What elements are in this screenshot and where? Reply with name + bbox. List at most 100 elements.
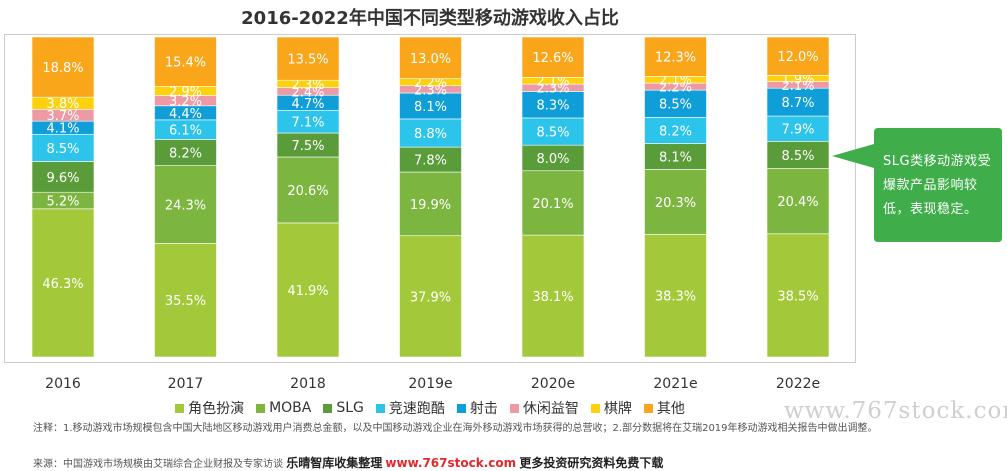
data-label: 7.5% bbox=[291, 139, 324, 154]
bar-segment bbox=[644, 169, 707, 235]
legend-item: 角色扮演 bbox=[175, 398, 244, 418]
data-label: 20.6% bbox=[287, 184, 328, 199]
data-label: 7.8% bbox=[414, 154, 447, 169]
data-label: 8.5% bbox=[46, 142, 79, 157]
data-label: 2.9% bbox=[169, 85, 202, 100]
x-tick-label: 2019e bbox=[408, 376, 452, 392]
promo-text-2: 更多投资研究资料免费下载 bbox=[519, 456, 664, 470]
bar-segment bbox=[31, 208, 95, 358]
legend-label: 棋牌 bbox=[603, 401, 632, 417]
data-label: 8.5% bbox=[659, 98, 692, 113]
bar-segment bbox=[766, 168, 830, 235]
data-label: 2.2% bbox=[414, 76, 447, 91]
legend-item: 其他 bbox=[643, 398, 685, 418]
data-label: 20.3% bbox=[655, 196, 696, 211]
bar-segment bbox=[276, 156, 340, 224]
legend-label: 角色扮演 bbox=[188, 401, 245, 417]
bar-segment bbox=[644, 117, 707, 144]
data-label: 8.5% bbox=[536, 126, 569, 141]
bar-segment bbox=[521, 170, 585, 236]
callout-bubble bbox=[832, 128, 1002, 242]
x-tick-label: 2020e bbox=[531, 376, 575, 392]
data-label: 8.5% bbox=[781, 149, 814, 164]
data-label: 35.5% bbox=[165, 294, 206, 309]
bar-segment bbox=[766, 87, 830, 117]
promo-link[interactable]: www.767stock.com bbox=[385, 456, 517, 470]
bar-segment bbox=[154, 36, 217, 87]
legend-swatch bbox=[643, 403, 653, 413]
data-label: 3.8% bbox=[46, 97, 79, 112]
data-label: 3.7% bbox=[46, 109, 79, 124]
data-label: 24.3% bbox=[165, 199, 206, 214]
data-label: 19.9% bbox=[410, 198, 451, 213]
data-label: 8.3% bbox=[536, 99, 569, 114]
data-label: 8.7% bbox=[781, 96, 814, 111]
data-label: 41.9% bbox=[287, 284, 328, 299]
bar-segment bbox=[399, 146, 462, 173]
legend-label: 竞速跑酷 bbox=[388, 401, 445, 417]
bar-segment bbox=[644, 89, 707, 118]
data-label: 2.4% bbox=[291, 85, 324, 100]
data-label: 18.8% bbox=[42, 61, 83, 76]
legend-item: 竞速跑酷 bbox=[375, 398, 445, 418]
legend-item: MOBA bbox=[256, 398, 311, 418]
bar-segment bbox=[399, 235, 462, 358]
data-label: 38.3% bbox=[655, 290, 696, 305]
legend-item: 棋牌 bbox=[590, 398, 632, 418]
legend-swatch bbox=[590, 403, 600, 413]
source-text: 来源：中国游戏市场规模由艾瑞综合企业财报及专家访谈 bbox=[33, 459, 283, 470]
data-label: 38.5% bbox=[777, 289, 818, 304]
data-label: 2.1% bbox=[536, 75, 569, 90]
x-tick-labels: 2016 2017 2018 2019e 2020e 2021e 2022e bbox=[45, 376, 820, 392]
data-label: 7.9% bbox=[781, 123, 814, 138]
bar-segment bbox=[766, 141, 830, 169]
legend-item: SLG bbox=[323, 398, 364, 418]
bar-segment bbox=[154, 243, 217, 358]
data-label: 7.1% bbox=[291, 116, 324, 131]
legend-label: 其他 bbox=[656, 401, 685, 417]
data-label: 12.0% bbox=[777, 50, 818, 65]
data-label: 15.4% bbox=[165, 56, 206, 71]
data-label: 13.0% bbox=[410, 52, 451, 67]
data-label: 8.2% bbox=[659, 124, 692, 139]
bar-segment bbox=[31, 36, 95, 98]
footnote: 注释：1.移动游戏市场规模包含中国大陆地区移动游戏用户消费总金额，以及中国移动游… bbox=[33, 423, 878, 434]
data-label: 20.4% bbox=[777, 195, 818, 210]
legend-swatch bbox=[323, 403, 333, 413]
bar-segment bbox=[276, 132, 340, 158]
bar-segment bbox=[521, 117, 585, 146]
bar-segment bbox=[276, 36, 340, 81]
bar-segment bbox=[31, 133, 95, 162]
bar-segment bbox=[766, 36, 830, 76]
data-label: 4.1% bbox=[46, 122, 79, 137]
x-tick-label: 2016 bbox=[45, 376, 81, 392]
bar-segment bbox=[154, 165, 217, 244]
data-label: 9.6% bbox=[46, 171, 79, 186]
data-label: 8.1% bbox=[414, 100, 447, 115]
data-label: 2.3% bbox=[536, 82, 569, 97]
data-label: 2.3% bbox=[414, 83, 447, 98]
legend-item: 射击 bbox=[456, 398, 498, 418]
data-label: 8.2% bbox=[169, 147, 202, 162]
legend-item: 休闲益智 bbox=[509, 398, 579, 418]
bar-segment bbox=[276, 222, 340, 358]
promo-text-1: 乐晴智库收集整理 bbox=[286, 456, 383, 470]
data-label: 6.1% bbox=[169, 124, 202, 139]
data-label: 3.2% bbox=[169, 95, 202, 110]
watermark-text: www.767stock.com bbox=[784, 398, 1007, 424]
bar-segment bbox=[644, 36, 707, 77]
data-label: 12.3% bbox=[655, 51, 696, 66]
legend-swatch bbox=[256, 403, 266, 413]
x-tick-label: 2021e bbox=[653, 376, 697, 392]
data-label: 2.1% bbox=[659, 74, 692, 89]
bar-segment bbox=[521, 36, 585, 78]
bar-segment bbox=[399, 92, 462, 120]
plot-frame bbox=[4, 34, 856, 363]
data-label: 4.7% bbox=[291, 97, 324, 112]
bar-segment bbox=[521, 91, 585, 119]
legend-label: 射击 bbox=[469, 401, 498, 417]
data-label: 2.3% bbox=[291, 78, 324, 93]
data-label: 38.1% bbox=[532, 290, 573, 305]
chart-legend: 角色扮演 MOBA SLG 竞速跑酷 射击 休闲益智 棋牌 其他 bbox=[0, 398, 860, 418]
